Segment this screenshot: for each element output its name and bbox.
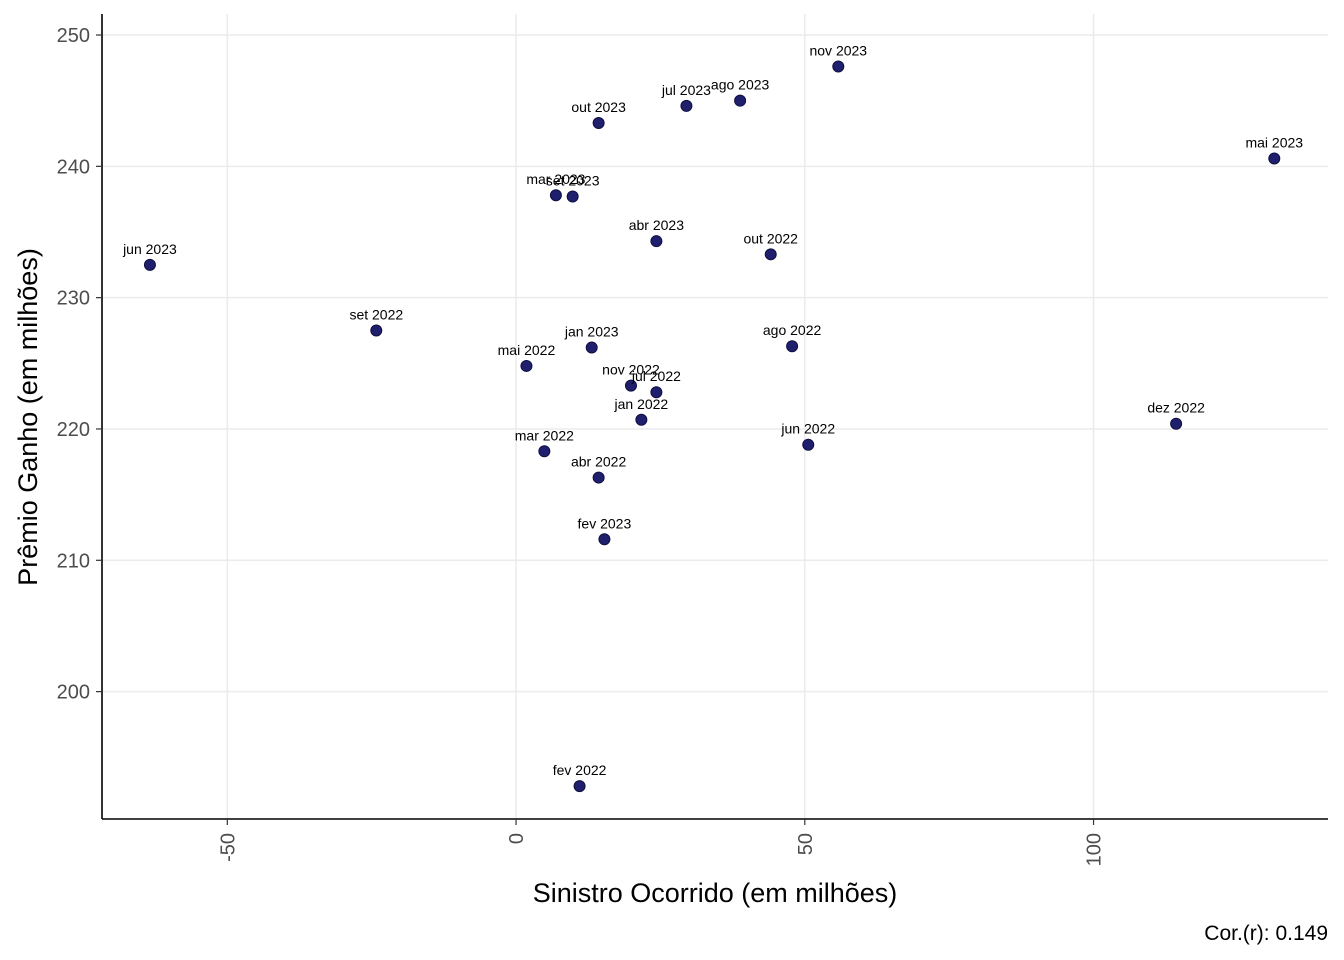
x-tick-label: 100 (1084, 833, 1106, 866)
data-point (573, 780, 586, 793)
grid-lines (102, 14, 1328, 819)
point-label: abr 2023 (629, 217, 684, 233)
point-label: jun 2022 (780, 421, 835, 437)
y-tick-label: 250 (57, 25, 90, 47)
point-label: abr 2022 (571, 454, 626, 470)
data-point (598, 533, 611, 546)
data-point (1170, 417, 1183, 430)
data-point (592, 471, 605, 484)
data-point (635, 413, 648, 426)
point-label: mar 2023 (526, 171, 585, 187)
data-point (786, 340, 799, 353)
data-points (143, 60, 1281, 793)
point-label: jun 2023 (122, 241, 177, 257)
data-point (592, 116, 605, 129)
point-label: ago 2022 (763, 322, 822, 338)
data-point (520, 359, 533, 372)
point-label: out 2023 (571, 99, 626, 115)
point-labels: fev 2022 mar 2022 abr 2022 mai 2022 jun 2022… (122, 43, 1303, 779)
data-point (624, 379, 637, 392)
x-tick-label: 50 (795, 833, 817, 855)
point-label: jul 2023 (661, 82, 711, 98)
y-tick-label: 230 (57, 288, 90, 310)
axes (101, 14, 1328, 820)
data-point (549, 189, 562, 202)
y-tick-label: 210 (57, 550, 90, 572)
y-axis-title: Prêmio Ganho (em milhões) (13, 248, 43, 586)
point-label: nov 2022 (602, 362, 660, 378)
data-point (370, 324, 383, 337)
point-label: out 2022 (743, 230, 798, 246)
data-point (650, 235, 663, 248)
x-tick-label: 0 (506, 833, 528, 844)
point-label: fev 2022 (553, 762, 607, 778)
data-point (143, 258, 156, 271)
y-tick-label: 200 (57, 682, 90, 704)
x-tick-label: -50 (217, 833, 239, 862)
point-label: ago 2023 (711, 77, 770, 93)
point-label: set 2023 (546, 173, 600, 189)
data-point (650, 386, 663, 399)
axis-ticks: 200 210 220 230 240 250 -50 0 50 100 (57, 25, 1106, 866)
data-point (538, 445, 551, 458)
point-label: jan 2022 (614, 396, 669, 412)
data-point (1268, 152, 1281, 165)
y-tick-label: 240 (57, 156, 90, 178)
point-label: mar 2022 (515, 427, 574, 443)
point-label: jan 2023 (564, 324, 619, 340)
y-tick-label: 220 (57, 419, 90, 441)
point-label: mai 2022 (498, 342, 556, 358)
data-point (832, 60, 845, 73)
correlation-caption: Cor.(r): 0.149 (1204, 922, 1328, 945)
point-label: fev 2023 (578, 515, 632, 531)
data-point (764, 248, 777, 261)
point-label: mai 2023 (1245, 134, 1303, 150)
point-label: jul 2022 (631, 368, 681, 384)
point-label: nov 2023 (809, 43, 867, 59)
data-point (680, 99, 693, 112)
data-point (585, 341, 598, 354)
point-label: dez 2022 (1147, 400, 1205, 416)
data-point (566, 190, 579, 203)
point-label: set 2022 (349, 306, 403, 322)
data-point (802, 438, 815, 451)
x-axis-title: Sinistro Ocorrido (em milhões) (533, 878, 898, 908)
data-point (734, 94, 747, 107)
